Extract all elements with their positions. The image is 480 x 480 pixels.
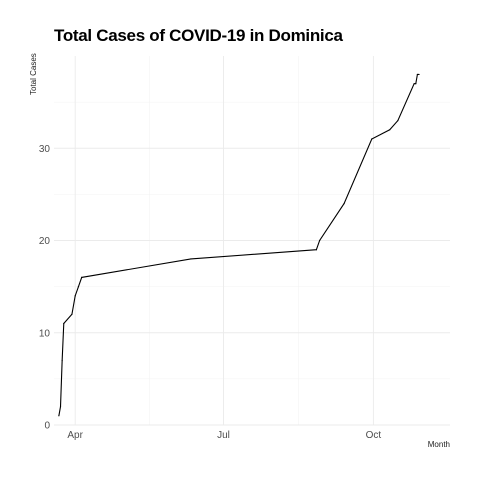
data-point bbox=[63, 322, 65, 325]
x-axis-title: Month bbox=[427, 440, 450, 449]
data-point bbox=[319, 239, 321, 242]
data-point bbox=[315, 249, 317, 251]
data-point bbox=[343, 203, 345, 205]
y-tick-label: 0 bbox=[44, 421, 50, 432]
data-point bbox=[81, 276, 83, 278]
data-point bbox=[418, 73, 420, 76]
data-point bbox=[389, 129, 391, 131]
x-tick-label: Apr bbox=[67, 430, 83, 441]
y-tick-label: 30 bbox=[39, 144, 51, 155]
y-tick-label: 10 bbox=[39, 328, 51, 339]
data-point bbox=[58, 415, 60, 417]
data-point bbox=[190, 258, 192, 260]
series-line bbox=[58, 73, 420, 416]
data-point bbox=[61, 359, 63, 362]
y-tick-label: 20 bbox=[39, 236, 51, 247]
x-tick-label: Oct bbox=[366, 430, 382, 441]
chart-title: Total Cases of COVID-19 in Dominica bbox=[54, 26, 343, 45]
data-point bbox=[397, 119, 399, 122]
data-point bbox=[77, 286, 80, 288]
data-point bbox=[415, 83, 417, 85]
data-point bbox=[413, 83, 415, 85]
data-point bbox=[59, 405, 62, 408]
data-point bbox=[71, 313, 73, 315]
data-point bbox=[74, 295, 76, 297]
data-point bbox=[371, 138, 373, 140]
data-point bbox=[416, 73, 419, 76]
x-tick-label: Jul bbox=[217, 430, 230, 441]
